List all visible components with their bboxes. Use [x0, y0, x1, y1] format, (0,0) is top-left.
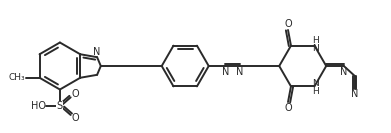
Text: HO: HO [31, 101, 46, 111]
Text: H
N: H N [312, 36, 319, 53]
Text: O: O [284, 19, 292, 29]
Text: O: O [72, 113, 79, 123]
Text: N
H: N H [312, 79, 319, 96]
Text: CH₃: CH₃ [9, 73, 25, 82]
Text: N: N [237, 67, 244, 77]
Text: N: N [351, 89, 358, 99]
Text: O: O [72, 89, 79, 99]
Text: O: O [284, 103, 292, 113]
Text: N: N [93, 47, 101, 57]
Text: S: S [57, 101, 63, 111]
Text: N: N [222, 67, 229, 77]
Text: N: N [340, 67, 348, 77]
